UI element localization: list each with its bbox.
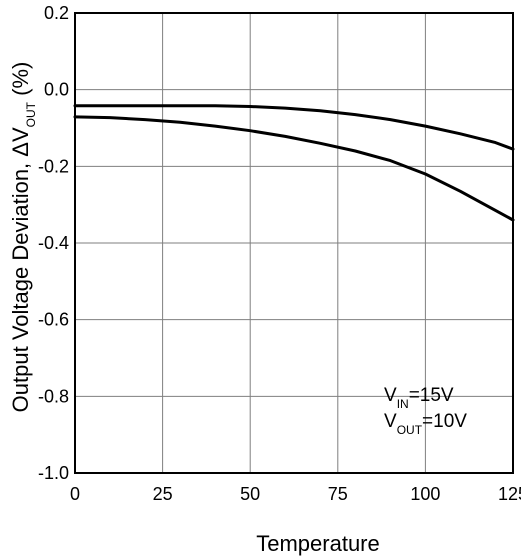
plot-frame	[74, 12, 514, 474]
y-axis-title-unit: (%)	[8, 62, 33, 102]
x-tick-label: 100	[410, 484, 440, 504]
x-tick-label: 75	[328, 484, 348, 504]
x-tick-label: 0	[70, 484, 80, 504]
y-axis-title-main: Output Voltage Deviation,	[8, 157, 33, 413]
series-line-2	[73, 115, 515, 222]
y-tick-label: 0.2	[44, 3, 69, 23]
y-tick-label: -0.6	[38, 310, 69, 330]
series-lines	[73, 104, 515, 222]
y-tick-labels: 0.2 0.0 -0.2 -0.4 -0.6 -0.8 -1.0	[38, 3, 69, 483]
y-tick-label: 0.0	[44, 80, 69, 100]
y-axis-title-delta: ΔV	[8, 127, 33, 157]
annotation-vout-main: V	[384, 411, 397, 432]
annotation-vin-sub: IN	[397, 397, 409, 411]
y-axis-title-sub: OUT	[24, 101, 38, 127]
x-axis-title: Temperature	[256, 531, 380, 556]
grid-lines	[75, 13, 513, 473]
annotation-vout-rest: =10V	[422, 411, 467, 432]
x-tick-label: 125	[498, 484, 521, 504]
y-tick-label: -0.8	[38, 386, 69, 406]
x-tick-label: 50	[240, 484, 260, 504]
annotation-vin-rest: =15V	[409, 385, 454, 406]
y-tick-label: -0.2	[38, 156, 69, 176]
annotation-vin: VIN=15V	[384, 385, 454, 411]
y-axis-title: Output Voltage Deviation, ΔVOUT (%)	[8, 62, 38, 413]
annotation-vout: VOUT=10V	[384, 411, 467, 437]
y-tick-label: -0.4	[38, 233, 69, 253]
x-tick-labels: 0 25 50 75 100 125	[70, 484, 521, 504]
series-line-1	[73, 104, 515, 151]
annotation-vout-sub: OUT	[397, 423, 423, 437]
x-tick-label: 25	[153, 484, 173, 504]
y-tick-label: -1.0	[38, 463, 69, 483]
annotation-vin-main: V	[384, 385, 397, 406]
